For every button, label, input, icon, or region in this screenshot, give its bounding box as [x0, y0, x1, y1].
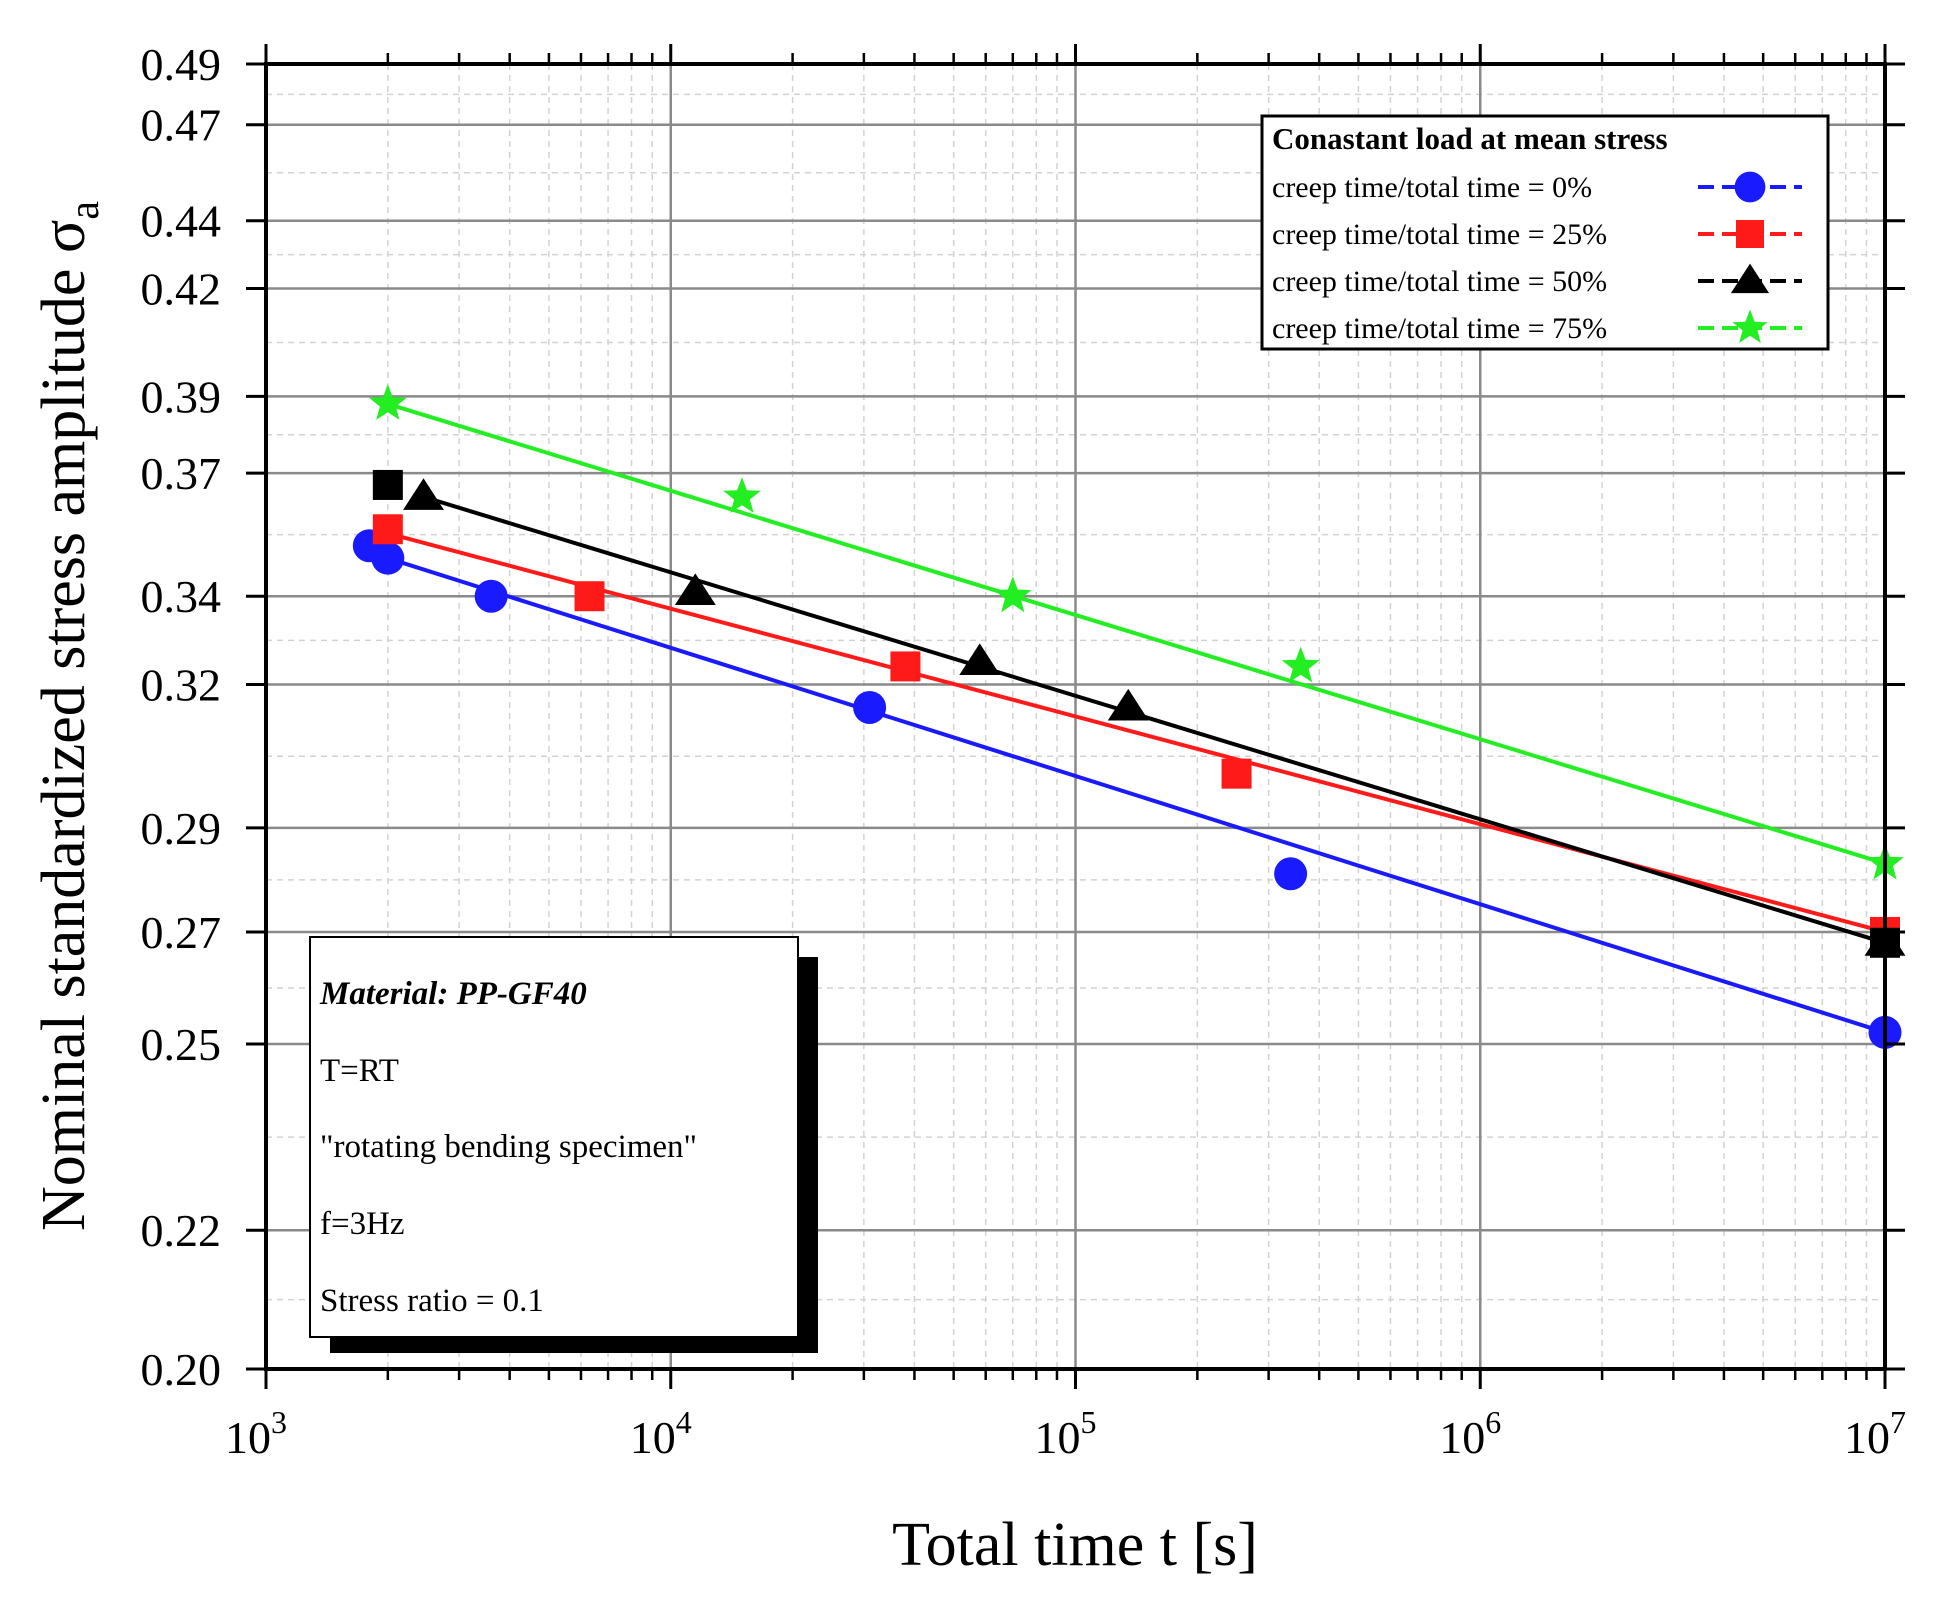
legend-title: Conastant load at mean stress	[1272, 121, 1668, 156]
fit-lines	[387, 401, 1886, 1035]
legend-label: creep time/total time = 75%	[1272, 312, 1607, 345]
x-tick-label: 103	[225, 1404, 287, 1463]
info-line-specimen: "rotating bending specimen"	[320, 1129, 697, 1165]
y-tick-label: 0.47	[141, 100, 222, 151]
info-material: Material: PP-GF40	[319, 976, 587, 1012]
legend-label: creep time/total time = 0%	[1272, 171, 1592, 204]
y-tick-label: 0.37	[141, 448, 222, 499]
info-line-frequency: f=3Hz	[320, 1206, 405, 1242]
y-tick-label: 0.20	[141, 1344, 222, 1395]
x-tick-label: 107	[1844, 1404, 1906, 1463]
data-point-series-3	[723, 477, 761, 513]
data-point-series-3	[994, 576, 1032, 613]
y-tick-label: 0.34	[141, 571, 222, 622]
y-tick-label: 0.42	[141, 263, 222, 314]
data-point-series-1	[890, 651, 921, 682]
legend-marker	[1734, 171, 1766, 203]
data-point-series-2	[959, 643, 1001, 675]
y-tick-label: 0.44	[141, 196, 222, 247]
data-point-series-0	[1274, 857, 1308, 891]
fit-line-series-0	[387, 556, 1886, 1035]
data-markers	[352, 384, 1906, 1049]
x-tick-label: 104	[630, 1404, 692, 1463]
y-axis-title-subscript: a	[62, 201, 108, 220]
info-line-temperature: T=RT	[320, 1053, 399, 1089]
data-point-series-0	[474, 579, 508, 613]
data-point-series-1	[574, 581, 605, 612]
x-tick-label: 105	[1035, 1404, 1097, 1463]
data-point-series-2	[403, 478, 444, 510]
y-tick-label: 0.49	[141, 39, 222, 90]
y-tick-label: 0.29	[141, 803, 222, 854]
fit-line-series-2	[422, 494, 1886, 945]
data-point-series-2	[1107, 688, 1149, 721]
axis-ticks	[246, 44, 1905, 1389]
data-point-series-3	[369, 384, 407, 420]
x-axis-title: Total time t [s]	[892, 1511, 1258, 1579]
data-point-series-2-square	[372, 469, 403, 500]
y-tick-label: 0.39	[141, 371, 222, 422]
data-point-series-0	[371, 541, 405, 575]
y-tick-label: 0.32	[141, 660, 222, 711]
legend-marker	[1732, 309, 1768, 343]
legend-marker	[1730, 263, 1770, 294]
legend-entries: creep time/total time = 0% creep time/tot…	[1272, 171, 1802, 345]
data-point-series-0	[853, 690, 887, 724]
data-point-series-3	[1281, 646, 1320, 683]
legend-label: creep time/total time = 50%	[1272, 265, 1607, 298]
data-point-series-1	[372, 514, 403, 545]
y-tick-label: 0.22	[141, 1205, 222, 1256]
info-box: Material: PP-GF40 T=RT "rotating bending…	[309, 936, 818, 1353]
info-box-panel	[309, 936, 799, 1338]
data-point-series-1	[1221, 758, 1252, 789]
legend-marker	[1736, 220, 1764, 248]
y-axis-title: Nominal standardized stress amplitude σa	[30, 201, 108, 1231]
x-tick-label: 106	[1439, 1404, 1501, 1463]
y-tick-label: 0.27	[141, 907, 222, 958]
info-line-stress-ratio: Stress ratio = 0.1	[320, 1283, 544, 1319]
tick-labels: 103 104 105 106 107 0.20 0.22 0.25 0.27 0.29 0.32 0…	[141, 39, 1907, 1463]
y-tick-label: 0.25	[141, 1019, 222, 1070]
legend-label: creep time/total time = 25%	[1272, 218, 1607, 251]
legend: Conastant load at mean stress creep time…	[1260, 114, 1830, 351]
fit-line-series-3	[387, 401, 1886, 866]
data-point-series-2	[674, 573, 716, 605]
